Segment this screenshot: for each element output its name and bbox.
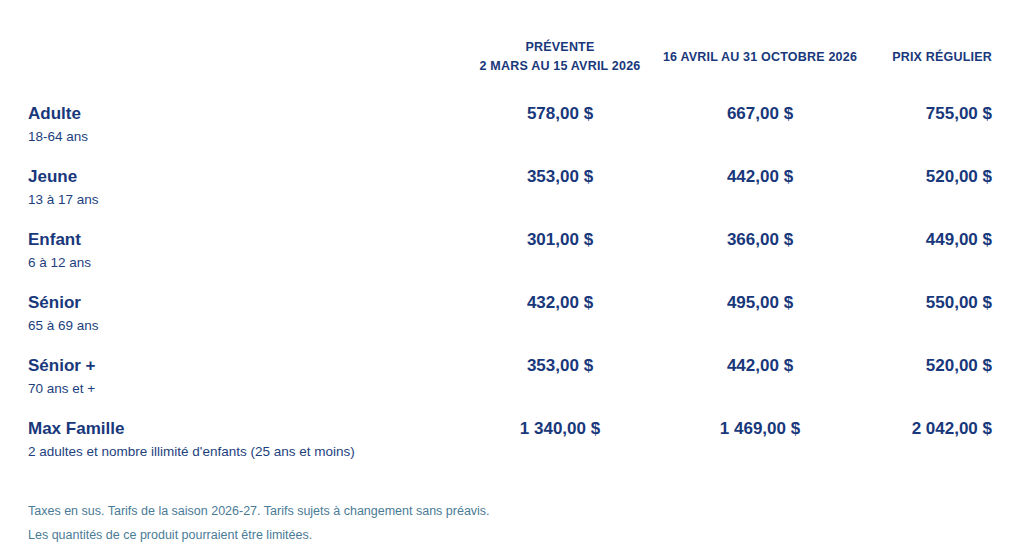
price-cell: 442,00 $	[660, 165, 860, 189]
row-category: Jeune	[28, 165, 460, 189]
column-header-prevente-line1: PRÉVENTE	[460, 38, 660, 57]
price-cell: 520,00 $	[860, 354, 992, 378]
table-row-max-famille: Max Famille 2 adultes et nombre illimité…	[28, 417, 992, 463]
row-detail: 2 adultes et nombre illimité d'enfants (…	[28, 441, 460, 463]
row-detail: 6 à 12 ans	[28, 252, 460, 274]
row-category: Adulte	[28, 102, 460, 126]
price-cell: 578,00 $	[460, 102, 660, 126]
row-category: Enfant	[28, 228, 460, 252]
price-cell: 755,00 $	[860, 102, 992, 126]
row-label-cell: Jeune 13 à 17 ans	[28, 165, 460, 211]
price-cell: 495,00 $	[660, 291, 860, 315]
row-category: Sénior	[28, 291, 460, 315]
price-cell: 520,00 $	[860, 165, 992, 189]
table-row-adulte: Adulte 18-64 ans 578,00 $ 667,00 $ 755,0…	[28, 102, 992, 148]
price-cell: 449,00 $	[860, 228, 992, 252]
row-label-cell: Adulte 18-64 ans	[28, 102, 460, 148]
price-cell: 366,00 $	[660, 228, 860, 252]
price-cell: 432,00 $	[460, 291, 660, 315]
table-row-enfant: Enfant 6 à 12 ans 301,00 $ 366,00 $ 449,…	[28, 228, 992, 274]
row-detail: 65 à 69 ans	[28, 315, 460, 337]
row-label-cell: Max Famille 2 adultes et nombre illimité…	[28, 417, 460, 463]
column-header-prevente: PRÉVENTE 2 MARS AU 15 AVRIL 2026	[460, 38, 660, 76]
price-cell: 1 340,00 $	[460, 417, 660, 441]
footnotes: Taxes en sus. Tarifs de la saison 2026-2…	[28, 499, 992, 546]
price-cell: 353,00 $	[460, 354, 660, 378]
price-cell: 353,00 $	[460, 165, 660, 189]
price-cell: 442,00 $	[660, 354, 860, 378]
column-header-regular-price: PRIX RÉGULIER	[860, 48, 992, 67]
row-detail: 70 ans et +	[28, 378, 460, 400]
price-cell: 1 469,00 $	[660, 417, 860, 441]
table-row-jeune: Jeune 13 à 17 ans 353,00 $ 442,00 $ 520,…	[28, 165, 992, 211]
row-detail: 18-64 ans	[28, 126, 460, 148]
footnote-line-2: Les quantités de ce produit pourraient ê…	[28, 523, 992, 546]
row-detail: 13 à 17 ans	[28, 189, 460, 211]
table-row-senior: Sénior 65 à 69 ans 432,00 $ 495,00 $ 550…	[28, 291, 992, 337]
row-label-cell: Sénior + 70 ans et +	[28, 354, 460, 400]
row-category: Sénior +	[28, 354, 460, 378]
price-cell: 550,00 $	[860, 291, 992, 315]
column-header-mid-season: 16 AVRIL AU 31 OCTOBRE 2026	[660, 48, 860, 67]
row-label-cell: Sénior 65 à 69 ans	[28, 291, 460, 337]
column-header-prevente-line2: 2 MARS AU 15 AVRIL 2026	[460, 57, 660, 76]
price-cell: 667,00 $	[660, 102, 860, 126]
price-cell: 2 042,00 $	[860, 417, 992, 441]
pricing-table-header: PRÉVENTE 2 MARS AU 15 AVRIL 2026 16 AVRI…	[28, 38, 992, 76]
row-category: Max Famille	[28, 417, 460, 441]
footnote-line-1: Taxes en sus. Tarifs de la saison 2026-2…	[28, 499, 992, 523]
price-cell: 301,00 $	[460, 228, 660, 252]
pricing-page: PRÉVENTE 2 MARS AU 15 AVRIL 2026 16 AVRI…	[0, 0, 1024, 546]
row-label-cell: Enfant 6 à 12 ans	[28, 228, 460, 274]
table-row-senior-plus: Sénior + 70 ans et + 353,00 $ 442,00 $ 5…	[28, 354, 992, 400]
